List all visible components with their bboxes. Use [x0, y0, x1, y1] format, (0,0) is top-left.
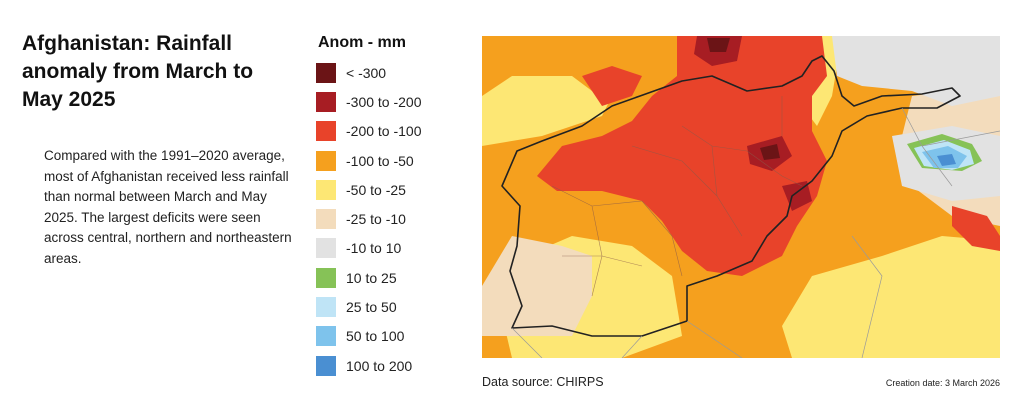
anomaly-zone-deepest-north — [707, 38, 730, 52]
legend-item: -100 to -50 — [316, 146, 422, 175]
legend-label: -300 to -200 — [346, 93, 422, 110]
anomaly-zone-tan-southwest — [482, 236, 592, 336]
afghanistan-border — [501, 55, 961, 337]
legend-item: 25 to 50 — [316, 292, 422, 321]
anomaly-zone-red-north — [582, 66, 642, 106]
legend-swatch — [316, 209, 336, 230]
legend-item: -200 to -100 — [316, 117, 422, 146]
legend-swatch — [316, 150, 336, 171]
legend-swatch — [316, 179, 336, 200]
anomaly-zone-red-core — [537, 36, 827, 276]
legend-swatch — [316, 121, 336, 142]
legend-item: -10 to 10 — [316, 234, 422, 263]
anomaly-zone-deepest-central — [760, 144, 780, 160]
legend: < -300 -300 to -200 -200 to -100 -100 to -5… — [316, 58, 422, 380]
legend-item: < -300 — [316, 58, 422, 87]
data-source: Data source: CHIRPS — [482, 375, 604, 389]
anomaly-zone-yellow-west — [482, 76, 612, 146]
anomaly-zone-red-east — [952, 206, 1000, 251]
rainfall-anomaly-map — [482, 36, 1000, 358]
legend-item: -300 to -200 — [316, 87, 422, 116]
legend-item: -50 to -25 — [316, 175, 422, 204]
legend-label: -200 to -100 — [346, 123, 422, 140]
neighbour-boundaries — [511, 107, 1000, 358]
legend-swatch — [316, 297, 336, 318]
legend-swatch — [316, 326, 336, 347]
legend-item: -25 to -10 — [316, 204, 422, 233]
legend-item: 10 to 25 — [316, 263, 422, 292]
legend-swatch — [316, 62, 336, 83]
legend-label: 50 to 100 — [346, 328, 405, 345]
legend-label: -25 to -10 — [346, 211, 406, 228]
legend-title: Anom - mm — [318, 34, 406, 51]
anomaly-zone-darkblue — [937, 154, 956, 166]
province-boundaries — [551, 96, 803, 297]
legend-label: 100 to 200 — [346, 357, 413, 374]
legend-item: 50 to 100 — [316, 322, 422, 351]
anomaly-zone-yellow-southeast — [782, 236, 1000, 358]
legend-label: -100 to -50 — [346, 152, 414, 169]
legend-label: 10 to 25 — [346, 269, 397, 286]
legend-swatch — [316, 267, 336, 288]
legend-label: -10 to 10 — [346, 240, 402, 257]
legend-label: -50 to -25 — [346, 181, 406, 198]
creation-date: Creation date: 3 March 2026 — [885, 378, 1000, 388]
legend-swatch — [316, 238, 336, 259]
map-description: Compared with the 1991–2020 average, mos… — [44, 148, 292, 266]
legend-label: < -300 — [346, 64, 387, 81]
anomaly-zone-grey-northeast — [832, 36, 1000, 106]
legend-swatch — [316, 91, 336, 112]
legend-item: 100 to 200 — [316, 351, 422, 380]
map-title: Afghanistan: Rainfall anomaly from March… — [22, 32, 254, 111]
legend-swatch — [316, 355, 336, 376]
legend-label: 25 to 50 — [346, 299, 397, 316]
